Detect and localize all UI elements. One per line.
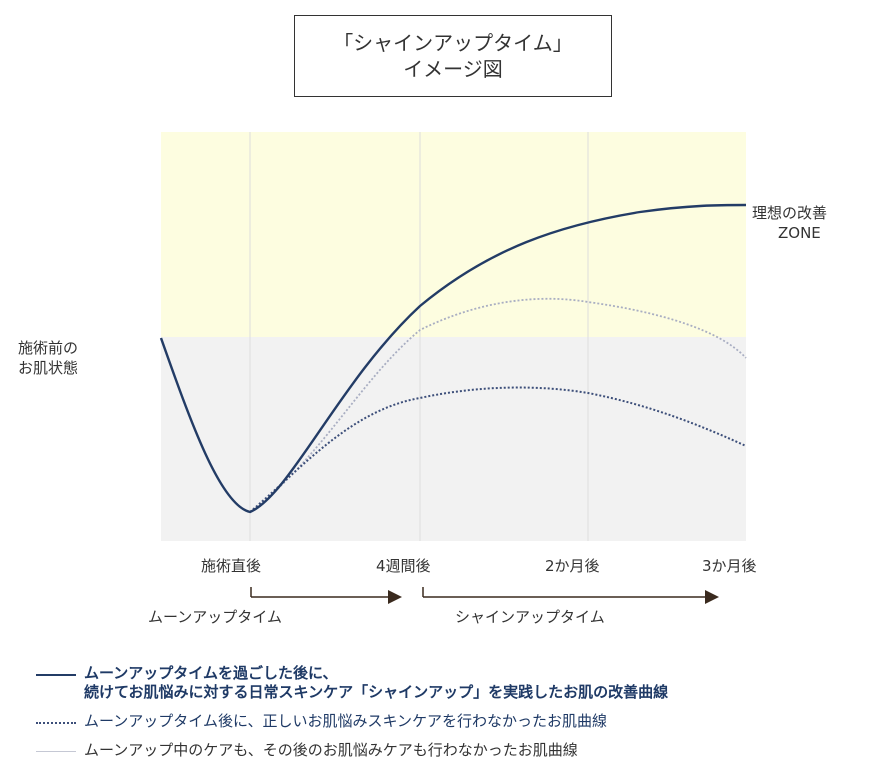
ideal-zone-label-line2: ZONE	[778, 224, 821, 242]
legend-swatch-light	[36, 751, 76, 752]
ideal-zone-label-line1: 理想の改善	[752, 204, 828, 222]
chart-title-line2: イメージ図	[403, 57, 503, 81]
ideal-zone-bg	[161, 132, 746, 337]
x-tick-label-0: 施術直後	[201, 557, 262, 575]
phase-label-moonup: ムーンアップタイム	[148, 608, 282, 626]
legend-item-no-proper-care: ムーンアップタイム後に、正しいお肌悩みスキンケアを行わなかったお肌曲線	[36, 712, 866, 731]
phase-arrow-shineup-head	[705, 590, 719, 604]
x-tick-label-1: 4週間後	[376, 557, 431, 575]
legend-text-no-care: ムーンアップ中のケアも、その後のお肌悩みケアも行わなかったお肌曲線	[84, 741, 578, 759]
chart-title-box: 「シャインアップタイム」 イメージ図	[294, 15, 612, 97]
legend-swatch-solid	[36, 674, 76, 676]
chart-title-line1: 「シャインアップタイム」	[333, 31, 573, 55]
baseline-label-line1: 施術前の	[18, 339, 79, 357]
series-line-shine-up	[159, 203, 747, 514]
baseline-label: 施術前の お肌状態	[18, 338, 78, 378]
legend-text-shine-up-line1: ムーンアップタイムを過ごした後に、	[84, 664, 338, 682]
series-line-no-proper-care	[249, 386, 747, 513]
baseline-zone-bg	[161, 337, 746, 541]
legend-item-shine-up: ムーンアップタイムを過ごした後に、 続けてお肌悩みに対する日常スキンケア「シャイ…	[36, 664, 866, 702]
x-tick-label-2: 2か月後	[545, 557, 600, 575]
legend-text-no-proper-care: ムーンアップタイム後に、正しいお肌悩みスキンケアを行わなかったお肌曲線	[84, 712, 608, 730]
legend-item-no-care: ムーンアップ中のケアも、その後のお肌悩みケアも行わなかったお肌曲線	[36, 741, 866, 760]
x-tick-label-3: 3か月後	[702, 557, 757, 575]
series-line-no-care	[249, 297, 747, 513]
ideal-zone-label: 理想の改善 ZONE	[752, 203, 868, 243]
phase-arrow-moonup-head	[388, 590, 402, 604]
legend: ムーンアップタイムを過ごした後に、 続けてお肌悩みに対する日常スキンケア「シャイ…	[36, 664, 866, 770]
legend-text-shine-up-line2: 続けてお肌悩みに対する日常スキンケア「シャインアップ」を実践したお肌の改善曲線	[84, 683, 669, 701]
baseline-label-line2: お肌状態	[18, 359, 79, 377]
legend-text-shine-up: ムーンアップタイムを過ごした後に、 続けてお肌悩みに対する日常スキンケア「シャイ…	[84, 664, 668, 702]
legend-swatch-dotted	[36, 722, 76, 724]
phase-label-shineup: シャインアップタイム	[455, 608, 605, 626]
